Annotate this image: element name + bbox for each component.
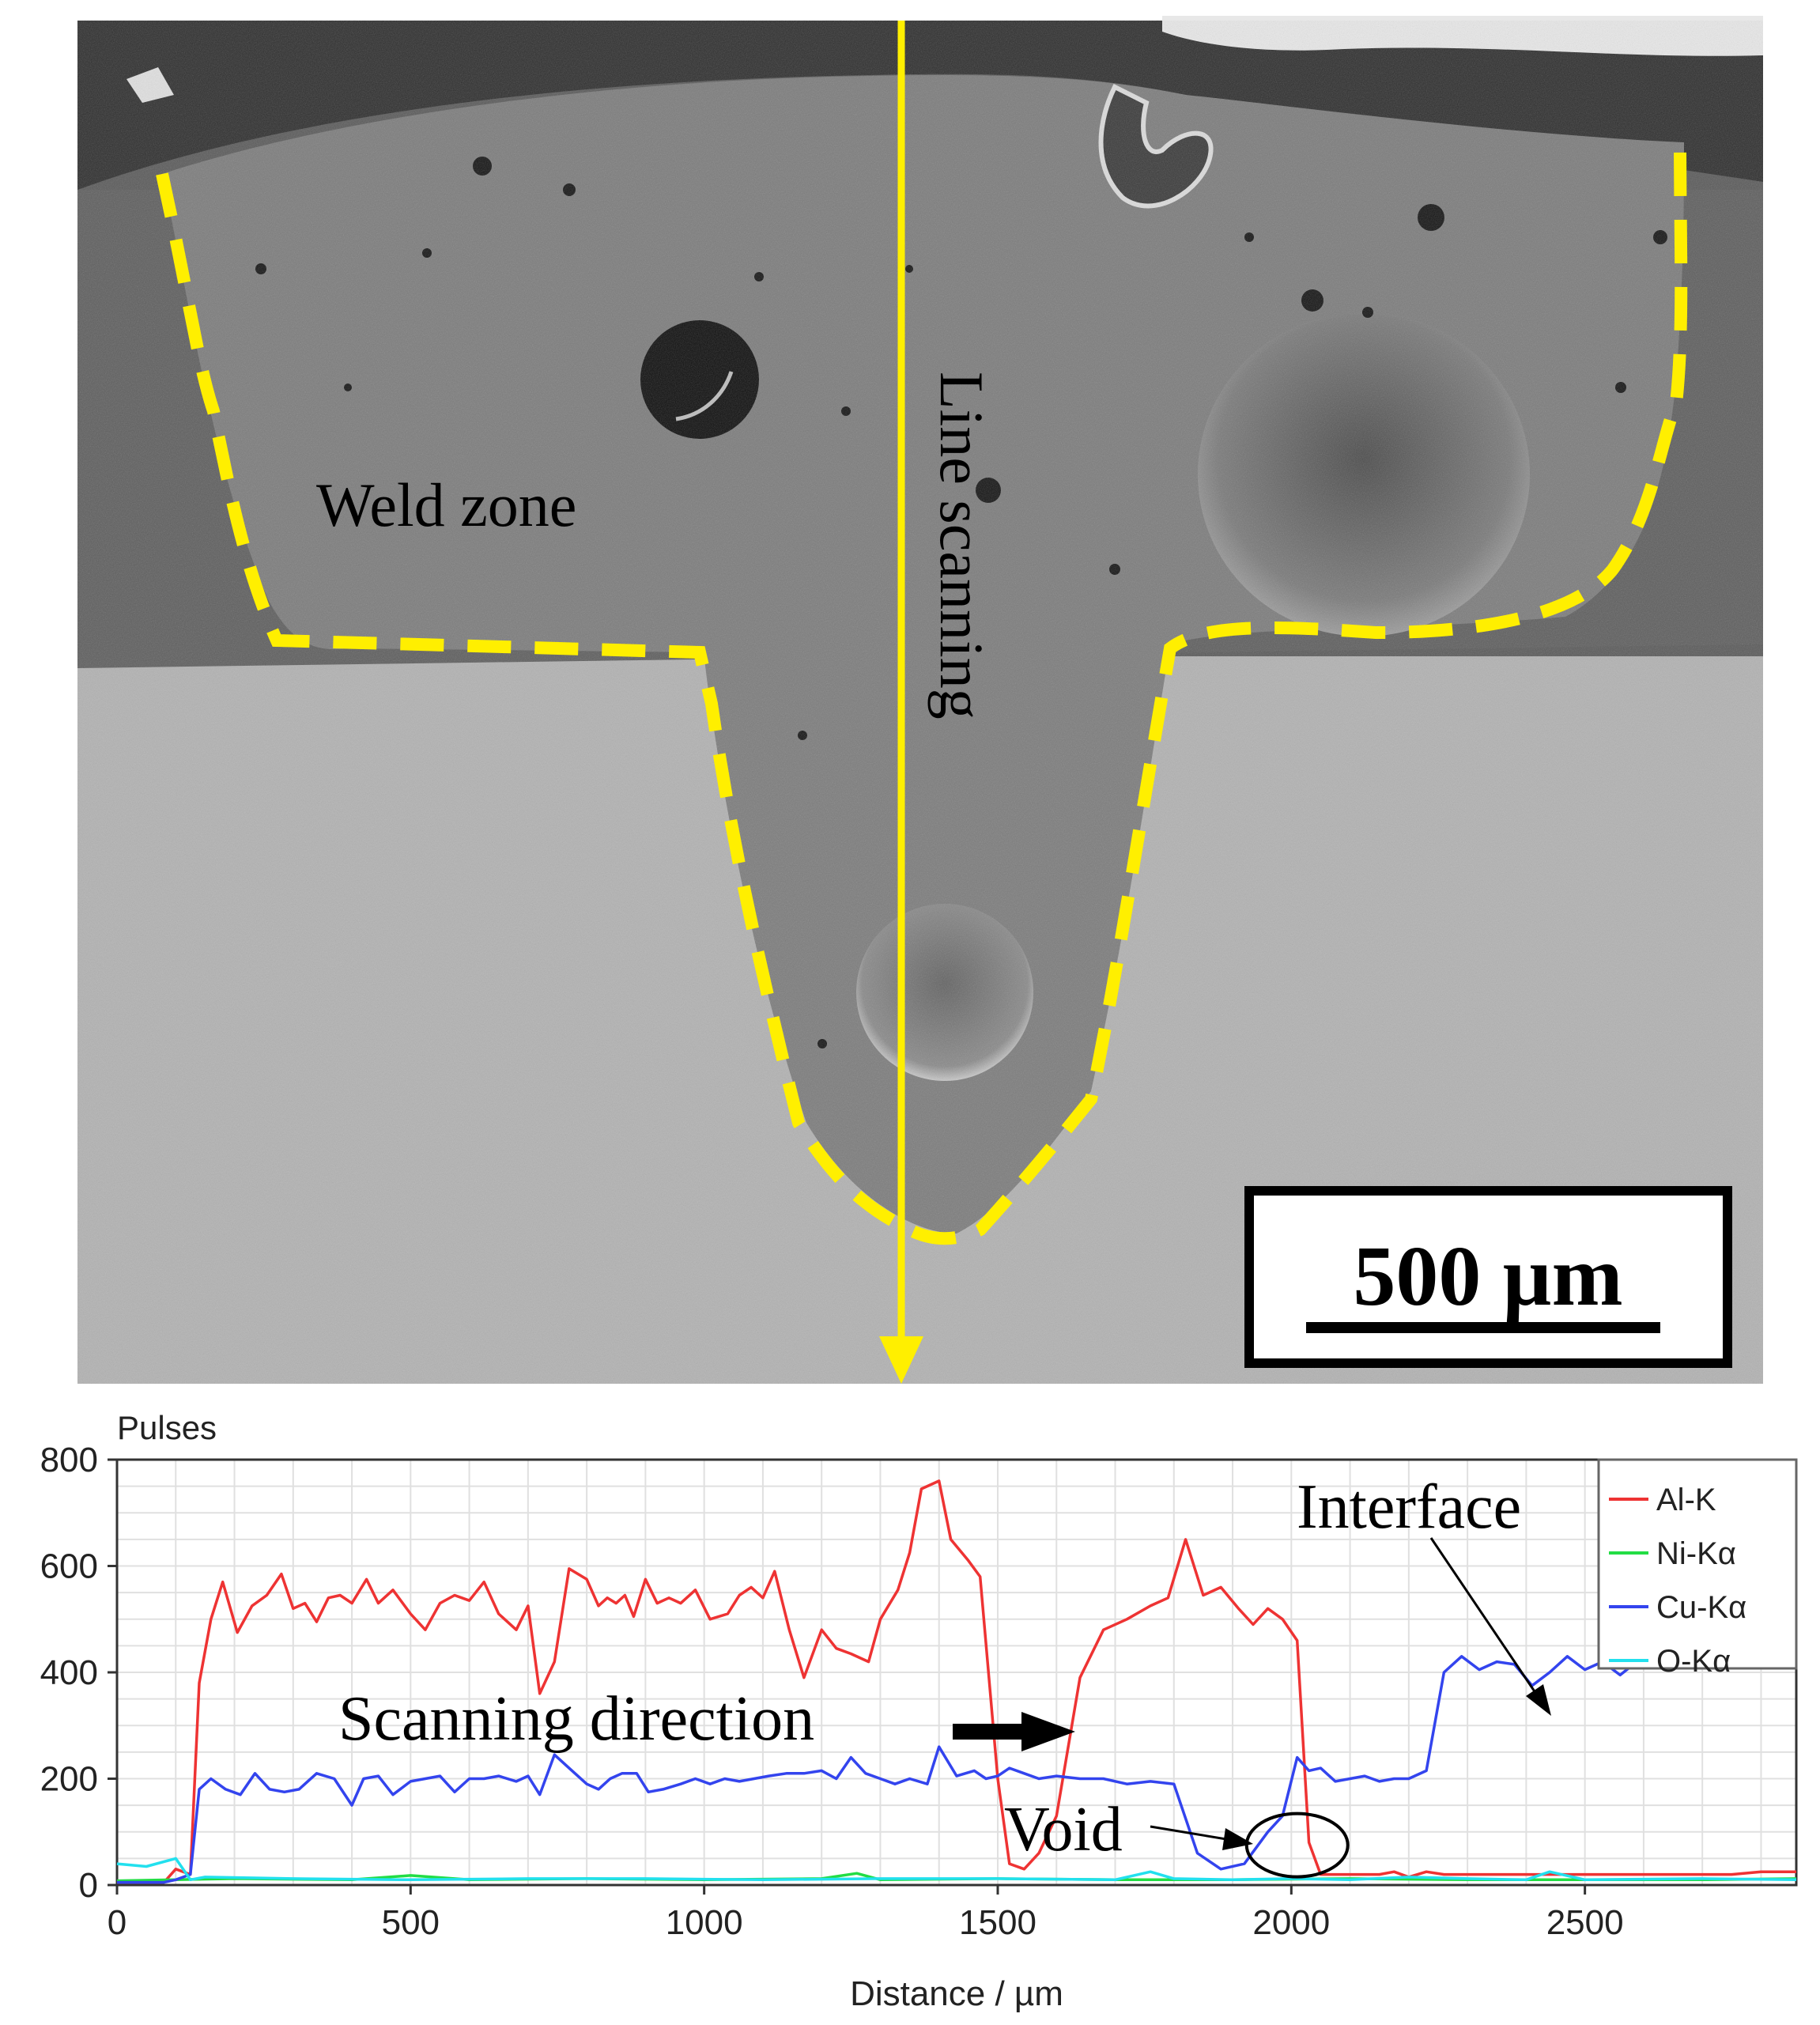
interface-arrow-line <box>1429 1537 1547 1709</box>
y-tick-label: 600 <box>40 1547 98 1586</box>
grain-texture <box>77 21 1763 1384</box>
x-tick-label: 2000 <box>1252 1903 1330 1942</box>
x-tick-label: 500 <box>382 1903 440 1942</box>
series-line-o-k- <box>116 1857 1797 1882</box>
x-tick-label: 1000 <box>666 1903 743 1942</box>
legend-label: Ni-Kα <box>1656 1536 1736 1571</box>
interface-arrow-head <box>1526 1684 1551 1716</box>
y-tick-label: 0 <box>79 1866 98 1905</box>
scale-bar-box <box>1244 1186 1732 1368</box>
sem-micrograph: Weld zone Line scanning 500 µm <box>77 16 1763 1384</box>
series-line-al-k <box>117 1479 1796 1884</box>
annotation-scanning-direction: Scanning direction <box>338 1684 814 1754</box>
legend-box <box>1597 1458 1798 1670</box>
y-axis-label: Pulses <box>117 1409 217 1446</box>
scan-direction-arrow-shaft <box>953 1724 1024 1740</box>
series-line-cu-k- <box>117 1655 1797 1884</box>
legend-label: Cu-Kα <box>1656 1590 1746 1625</box>
void-arrow-head <box>1222 1828 1253 1850</box>
annotation-void: Void <box>1004 1795 1123 1864</box>
weld-outline <box>156 142 1688 1245</box>
annotation-interface: Interface <box>1297 1472 1521 1542</box>
x-tick-label: 0 <box>108 1903 126 1942</box>
legend-label: O-Kα <box>1656 1644 1731 1679</box>
scale-bar <box>1306 1322 1660 1333</box>
scan-direction-arrow-head <box>1021 1712 1075 1751</box>
y-tick-label: 400 <box>40 1653 98 1692</box>
line-scanning-label: Line scanning <box>927 372 996 720</box>
legend-label: Al-K <box>1656 1483 1716 1517</box>
x-tick-label: 1500 <box>959 1903 1036 1942</box>
y-tick-label: 200 <box>40 1760 98 1799</box>
scale-bar-label: 500 µm <box>1353 1230 1622 1324</box>
legend: Al-K Ni-Kα Cu-Kα O-Kα <box>1597 1458 1798 1679</box>
x-tick-label: 2500 <box>1546 1903 1624 1942</box>
x-axis-label: Distance / µm <box>850 1974 1063 2013</box>
y-tick-label: 800 <box>40 1441 98 1479</box>
weld-zone-label: Weld zone <box>316 470 576 539</box>
scan-arrowhead <box>879 1336 923 1384</box>
